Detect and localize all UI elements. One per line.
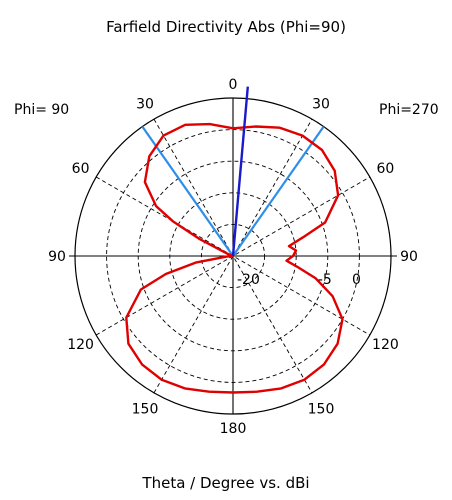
pattern-series [125, 122, 344, 394]
beamwidth-line [232, 125, 325, 257]
angle-tick-label: 120 [372, 337, 399, 353]
main-lobe-line [231, 86, 250, 257]
angle-tick-label: 120 [67, 337, 94, 353]
main-lobe-line [231, 86, 250, 257]
angle-tick-label: 150 [132, 401, 159, 417]
chart-title: Farfield Directivity Abs (Phi=90) [106, 18, 346, 36]
angle-tick-label: 30 [136, 97, 154, 113]
angle-tick-label: 90 [400, 249, 418, 265]
angle-ticks: 0 30 30 60 60 90 90 120 120 150 150 180 [48, 77, 418, 437]
angle-tick-label: 60 [72, 161, 90, 177]
angle-tick-label: 180 [220, 421, 247, 437]
angle-tick-label: 60 [377, 161, 395, 177]
angle-tick-label: 90 [48, 249, 66, 265]
radial-tick-label: -20 [237, 272, 260, 288]
side-label-left: Phi= 90 [14, 102, 69, 118]
radial-ticks: -20 -5 0 [237, 272, 361, 288]
angle-tick-label: 0 [229, 77, 238, 93]
x-axis-label: Theta / Degree vs. dBi [142, 474, 310, 492]
side-label-right: Phi=270 [379, 102, 439, 118]
radial-tick-label: 0 [352, 272, 361, 288]
beamwidth-line [141, 125, 234, 257]
angle-tick-label: 30 [312, 97, 330, 113]
pattern-curve [125, 122, 344, 394]
beamwidth-lines [141, 125, 325, 257]
angle-tick-label: 150 [308, 401, 335, 417]
radial-tick-label: -5 [318, 272, 332, 288]
